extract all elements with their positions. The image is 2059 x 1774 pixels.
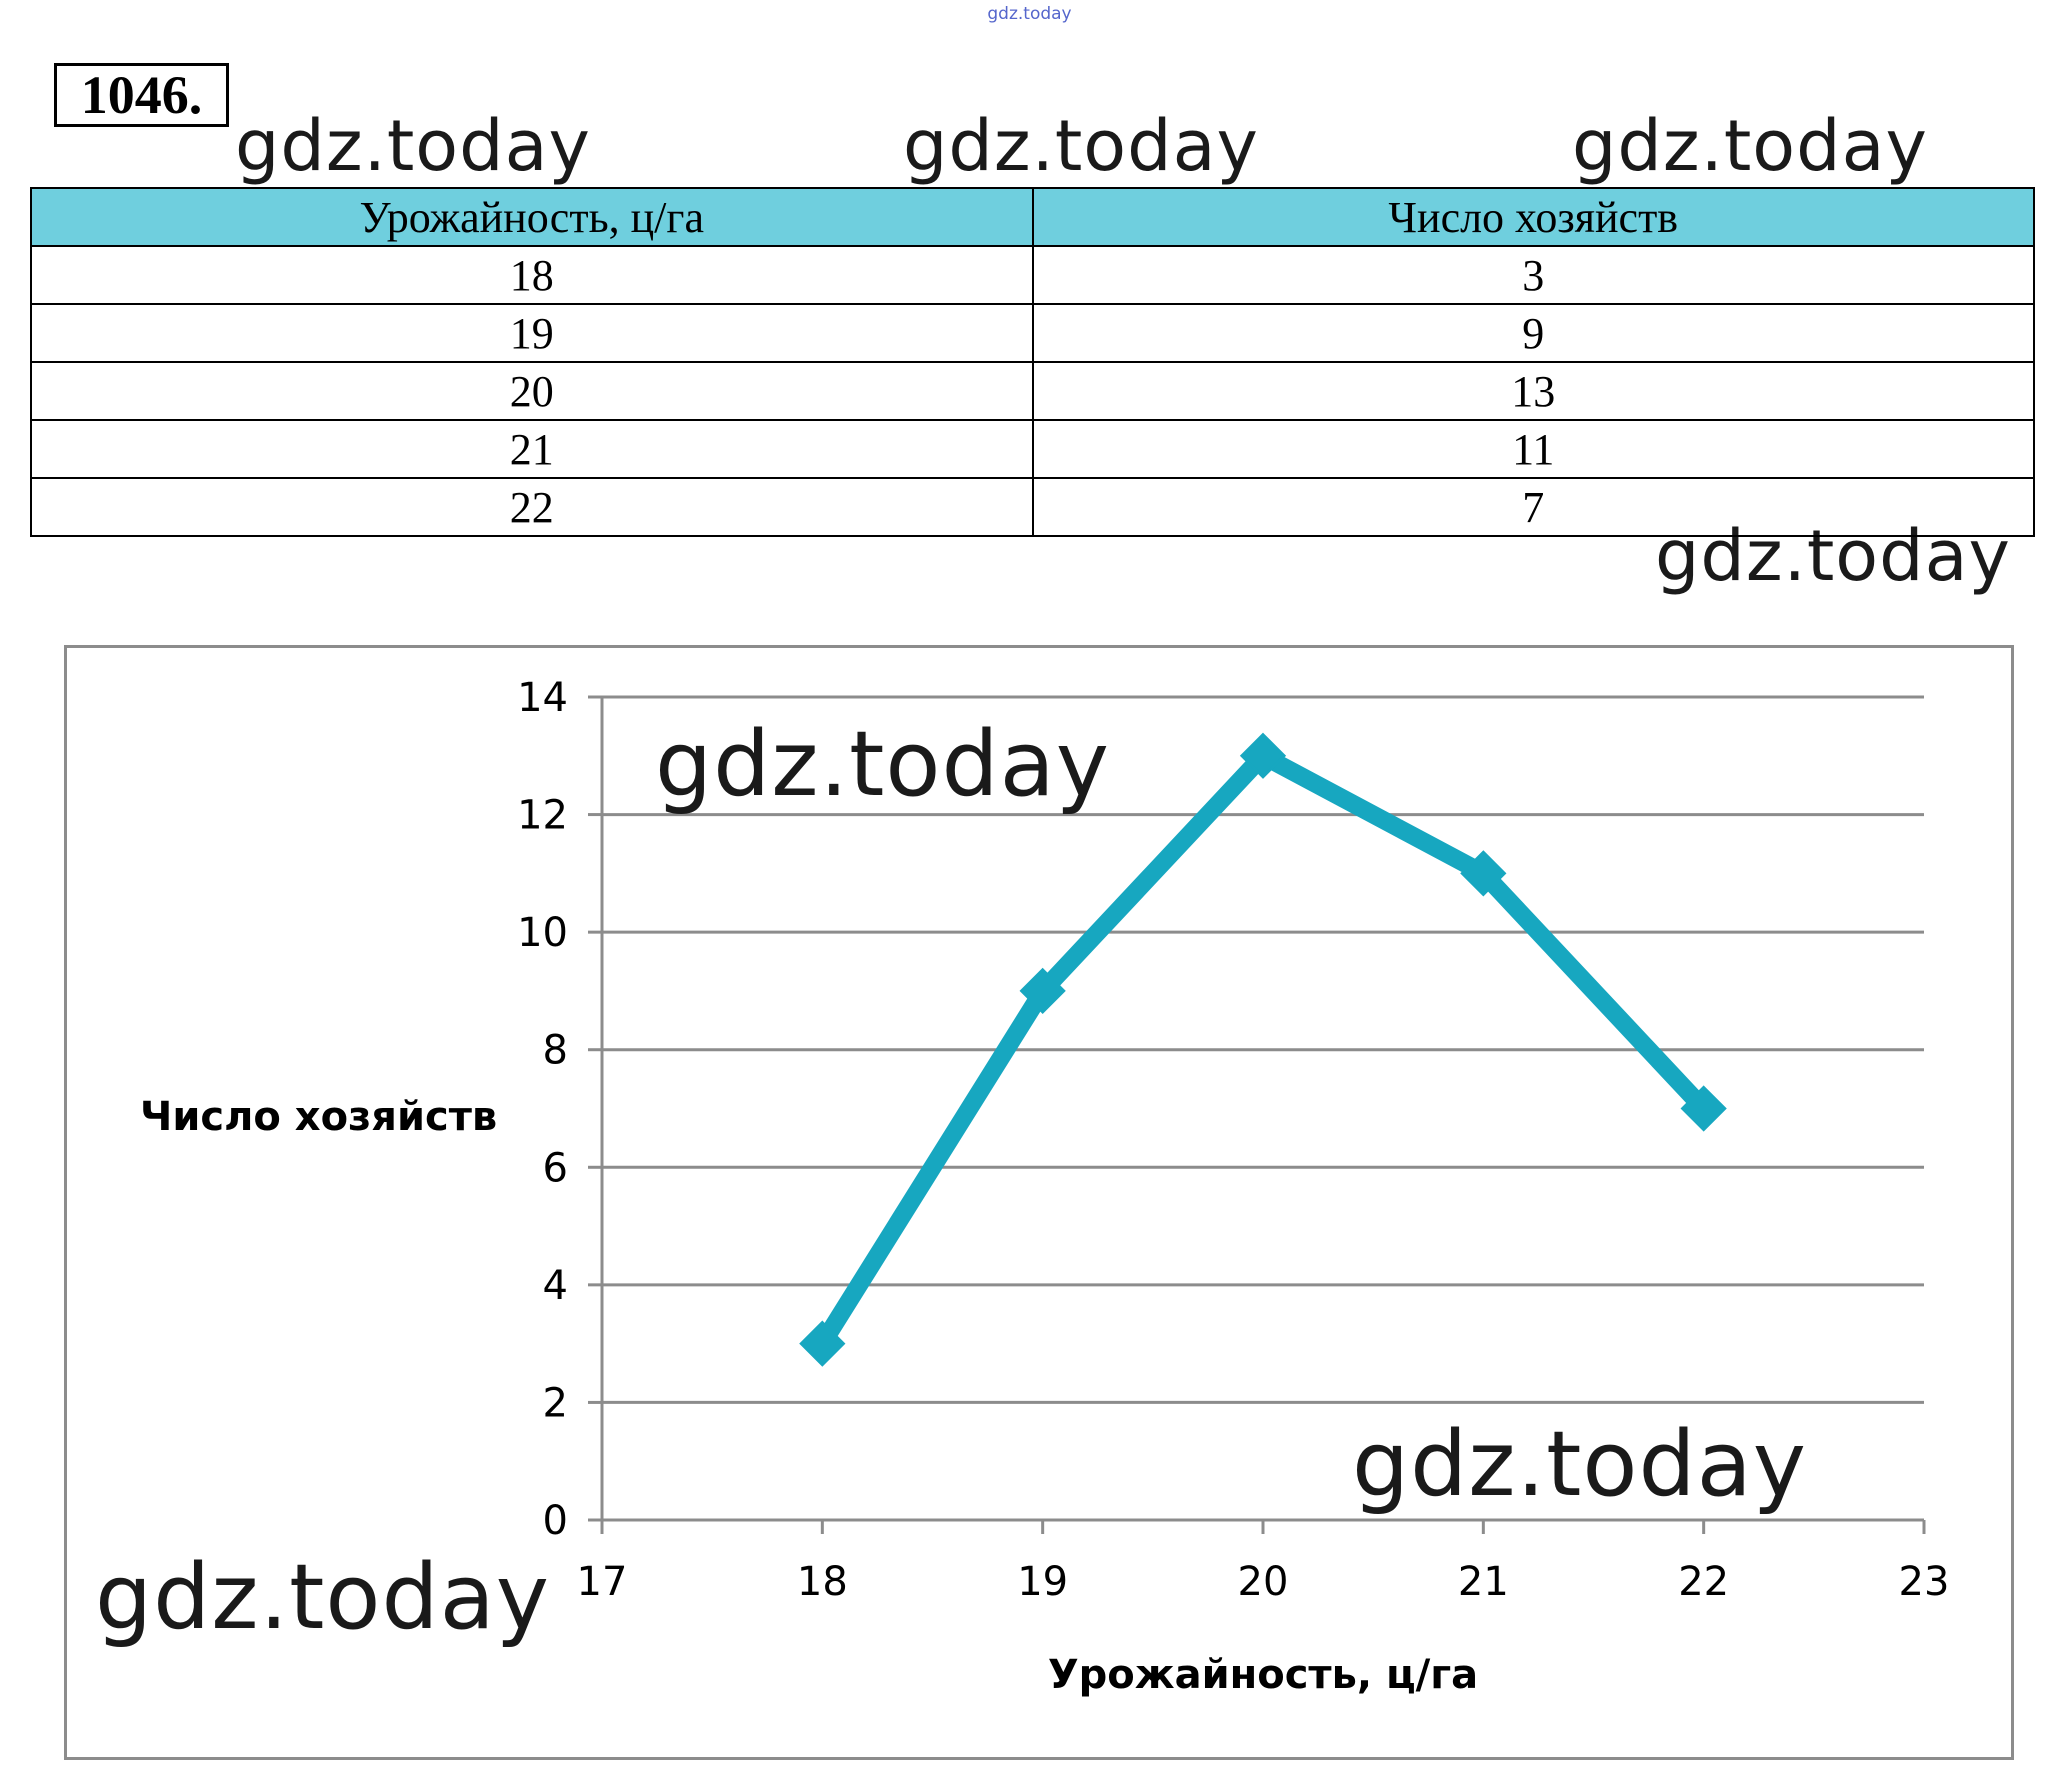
top-watermark: gdz.today xyxy=(987,4,1072,24)
watermark: gdz.today xyxy=(95,1545,551,1650)
table-row: 21 11 xyxy=(30,419,2035,479)
problem-number: 1046. xyxy=(54,63,229,127)
y-tick-label: 8 xyxy=(543,1028,568,1074)
data-point xyxy=(1460,850,1507,897)
watermark: gdz.today xyxy=(903,105,1259,187)
table-cell: 11 xyxy=(1031,419,2035,479)
x-tick-label: 20 xyxy=(1238,1559,1289,1605)
table-cell: 20 xyxy=(30,361,1034,421)
y-tick-label: 14 xyxy=(517,675,568,721)
data-point xyxy=(799,1320,846,1367)
table-cell: 21 xyxy=(30,419,1034,479)
x-tick-label: 19 xyxy=(1017,1559,1068,1605)
watermark: gdz.today xyxy=(235,105,591,187)
column-header-farms: Число хозяйств xyxy=(1031,187,2035,247)
table-header-row: Урожайность, ц/га Число хозяйств xyxy=(30,187,2035,247)
y-tick-label: 10 xyxy=(517,910,568,956)
table-row: 19 9 xyxy=(30,303,2035,363)
table-cell: 22 xyxy=(30,477,1034,537)
y-tick-label: 4 xyxy=(543,1263,568,1309)
y-tick-label: 0 xyxy=(543,1498,568,1544)
table-cell: 13 xyxy=(1031,361,2035,421)
table-cell: 19 xyxy=(30,303,1034,363)
watermark: gdz.today xyxy=(1352,1412,1808,1517)
y-tick-label: 12 xyxy=(517,793,568,839)
y-tick-label: 6 xyxy=(543,1145,568,1191)
table-cell: 7 xyxy=(1031,477,2035,537)
table-cell: 18 xyxy=(30,245,1034,305)
chart-frame xyxy=(64,645,2014,1760)
data-point xyxy=(1239,732,1287,779)
watermark: gdz.today xyxy=(655,712,1111,817)
data-table: Урожайность, ц/га Число хозяйств 18 3 19… xyxy=(30,187,2035,537)
x-tick-label: 18 xyxy=(797,1559,848,1605)
table-cell: 9 xyxy=(1031,303,2035,363)
x-tick-label: 17 xyxy=(577,1559,628,1605)
x-tick-label: 23 xyxy=(1899,1559,1950,1605)
watermark: gdz.today xyxy=(1572,105,1928,187)
data-point xyxy=(1680,1085,1727,1132)
table-row: 22 7 xyxy=(30,477,2035,537)
table-row: 20 13 xyxy=(30,361,2035,421)
data-point xyxy=(1019,967,1066,1015)
table-row: 18 3 xyxy=(30,245,2035,305)
x-axis-label: Урожайность, ц/га xyxy=(1048,1652,1478,1698)
x-tick-label: 21 xyxy=(1458,1559,1509,1605)
y-tick-label: 2 xyxy=(543,1380,568,1426)
column-header-yield: Урожайность, ц/га xyxy=(30,187,1034,247)
y-axis-label: Число хозяйств xyxy=(140,1094,497,1140)
x-tick-label: 22 xyxy=(1678,1559,1729,1605)
table-cell: 3 xyxy=(1031,245,2035,305)
